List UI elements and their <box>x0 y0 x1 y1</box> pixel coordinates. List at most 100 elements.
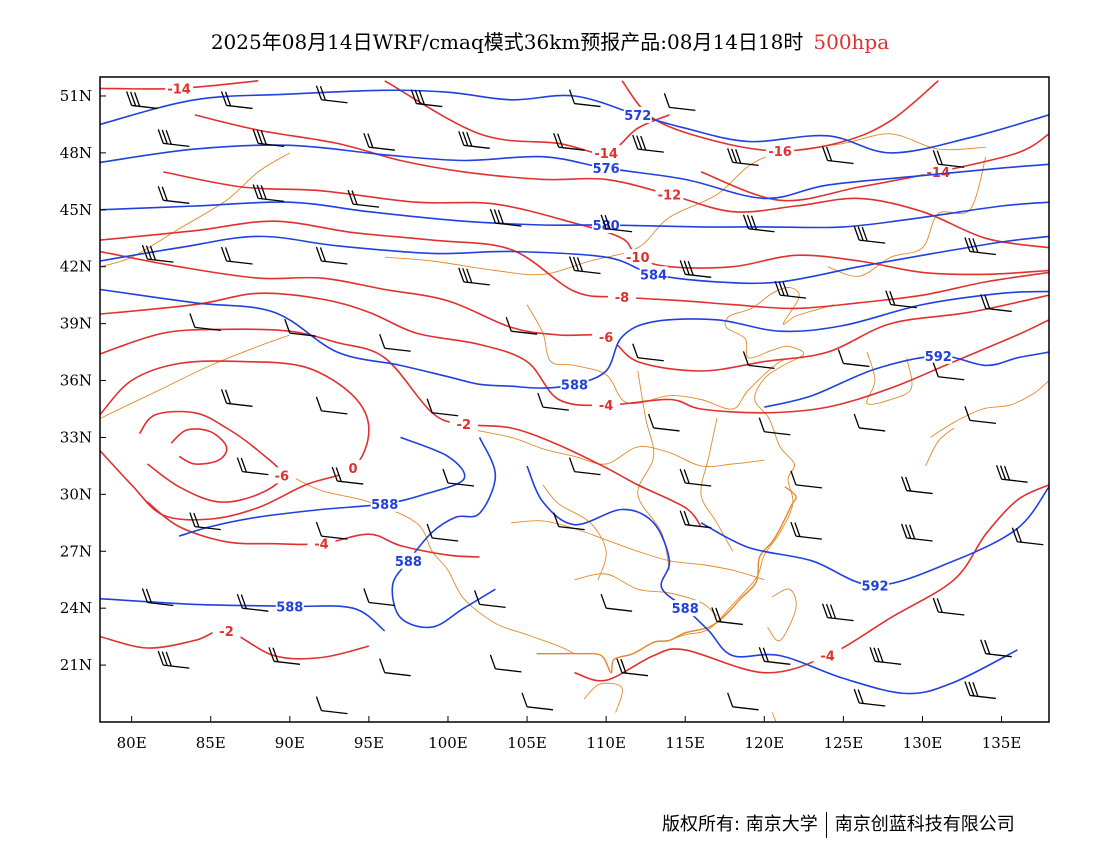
height-contour-label-bg <box>671 600 700 617</box>
height-contour-label-bg <box>560 376 589 393</box>
x-tick-label: 135E <box>982 734 1022 752</box>
wind-barb <box>157 186 190 204</box>
height-contour-line <box>700 486 1049 587</box>
wind-barb <box>964 406 996 425</box>
wind-barb <box>727 148 759 167</box>
wind-barb <box>473 590 506 609</box>
wind-barb <box>853 413 886 432</box>
boundary-line <box>669 287 835 641</box>
wind-barb <box>284 318 316 337</box>
wind-barb <box>980 639 1012 658</box>
wind-barb <box>458 131 490 149</box>
wind-barb <box>537 392 569 411</box>
temperature-contour-label-bg <box>592 397 621 414</box>
wind-barb <box>995 464 1028 483</box>
height-contour-label: 588 <box>672 602 699 617</box>
wind-barb <box>679 510 712 529</box>
wind-barb <box>727 692 759 711</box>
copyright-footer: 版权所有: 南京大学 南京创蓝科技有限公司 <box>662 810 1015 838</box>
wind-barb <box>568 89 601 108</box>
temperature-contour-label: -8 <box>615 291 629 306</box>
wind-barb <box>711 607 743 626</box>
wind-barb <box>379 658 411 677</box>
boundary-line <box>289 474 575 655</box>
height-contour-line <box>100 144 1049 200</box>
wind-barb <box>458 267 490 286</box>
height-contour-label-bg <box>370 495 399 512</box>
boundary-line <box>767 588 797 642</box>
temperature-contour-label: -2 <box>219 625 233 640</box>
temperature-contour-line <box>194 114 1049 249</box>
temperature-contour-label-bg <box>212 622 241 639</box>
wind-barb <box>774 280 807 299</box>
wind-barb <box>315 396 348 415</box>
wind-barb <box>568 256 601 275</box>
temperature-contour-label-bg <box>592 144 621 161</box>
wind-barb <box>236 457 269 476</box>
temperature-contour-label: -4 <box>820 650 834 665</box>
height-contour-label: 592 <box>861 579 888 594</box>
height-contour-label-bg <box>394 552 423 569</box>
y-axis: 51N 48N 45N 42N 39N 36N 33N 30N 27N 24N 21N <box>60 87 106 674</box>
boundary-line <box>511 520 765 581</box>
title-level: 500hpa <box>813 30 890 54</box>
wind-barb <box>853 688 886 707</box>
wind-barbs <box>126 85 1044 715</box>
chart-title: 2025年08月14日WRF/cmaq模式36km预报产品:08月14日18时 5… <box>0 26 1100 55</box>
wind-barb <box>363 132 395 151</box>
boundary-line <box>526 304 804 410</box>
wind-barb <box>126 91 158 110</box>
height-contour-label: 588 <box>371 498 398 513</box>
x-tick-label: 85E <box>196 734 226 752</box>
wind-barb <box>600 593 633 612</box>
temperature-contour-label-bg <box>449 416 478 433</box>
wind-barb <box>489 208 522 227</box>
temperature-contour-label-bg <box>607 289 636 306</box>
temperature-contour-line <box>384 80 670 155</box>
copyright-right: 南京创蓝科技有限公司 <box>834 814 1015 835</box>
temperature-contour-label: -4 <box>599 399 613 414</box>
temperature-contour-line <box>100 250 1049 372</box>
boundary-line <box>771 712 777 722</box>
temperature-contour-label-bg <box>339 459 368 476</box>
footer-divider <box>825 812 827 838</box>
wind-barb <box>885 290 917 309</box>
x-tick-label: 95E <box>354 734 384 752</box>
temperature-contour-line <box>100 292 1049 414</box>
boundary-line <box>925 427 955 467</box>
wind-barb <box>600 214 633 233</box>
y-tick-label: 39N <box>60 315 92 333</box>
temperature-contour-line <box>170 428 228 465</box>
height-contour-label: 588 <box>561 378 588 393</box>
wind-barb <box>1011 527 1044 546</box>
wind-barb <box>141 244 174 263</box>
temperature-contour-line <box>574 484 1049 682</box>
wind-barb <box>252 184 285 203</box>
wind-barb <box>663 93 696 111</box>
wind-barb <box>758 647 791 665</box>
wind-barb <box>932 150 965 168</box>
temperature-contour-label-bg <box>924 163 953 180</box>
y-tick-label: 36N <box>60 372 92 390</box>
temperature-contour-label: -4 <box>314 538 328 553</box>
temperature-contour-label-bg <box>766 142 795 159</box>
wind-barb <box>758 417 791 436</box>
height-contour-label: 588 <box>276 600 303 615</box>
wind-barb <box>315 696 348 715</box>
wind-barb <box>901 476 933 495</box>
wind-barb <box>853 225 886 244</box>
y-tick-label: 51N <box>60 87 92 105</box>
x-tick-label: 120E <box>745 734 785 752</box>
x-tick-label: 90E <box>275 734 305 752</box>
x-tick-label: 105E <box>507 734 547 752</box>
wind-barb <box>869 647 902 665</box>
temperature-contour-label-bg <box>592 328 621 345</box>
wind-barb <box>632 343 664 362</box>
wind-barb <box>331 466 364 485</box>
temperature-contour-line <box>100 360 370 521</box>
y-tick-label: 21N <box>60 656 92 674</box>
height-contour-line <box>178 436 466 537</box>
wind-barb <box>157 129 190 148</box>
height-contour-line <box>526 465 1018 695</box>
